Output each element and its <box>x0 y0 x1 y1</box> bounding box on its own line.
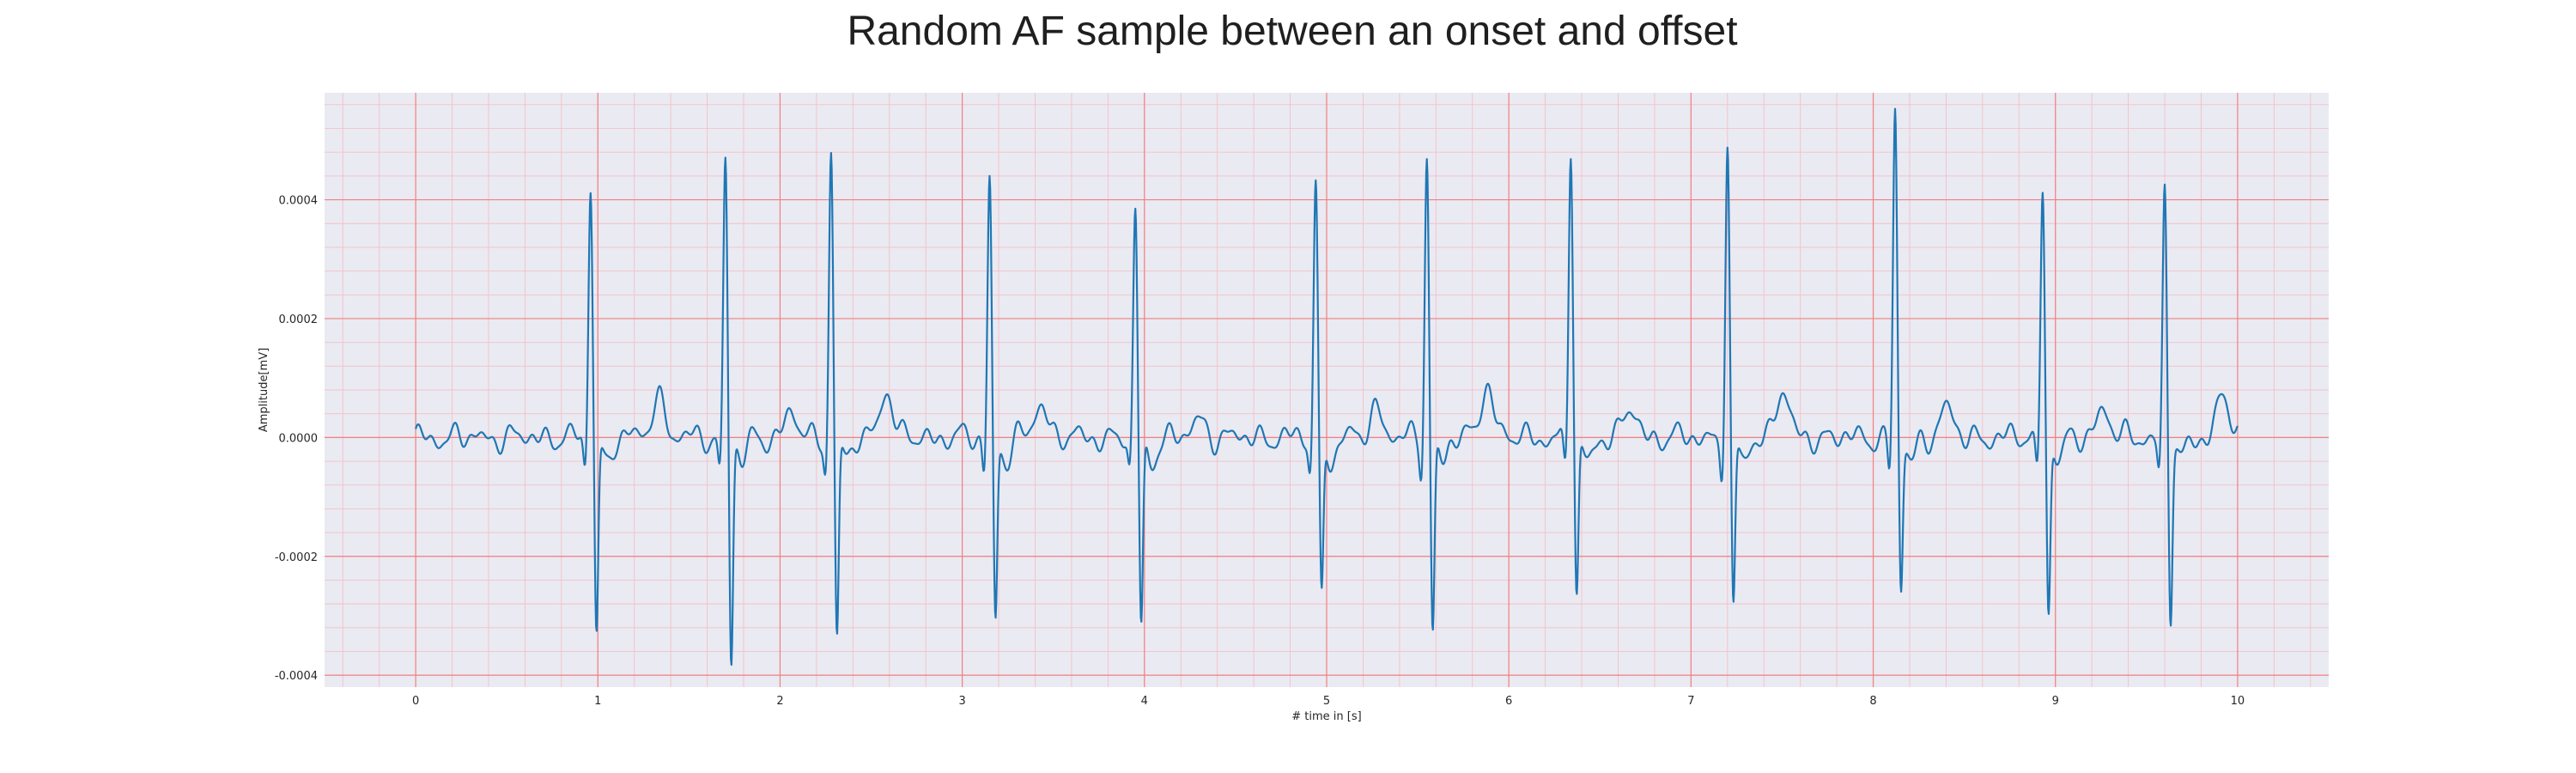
y-tick-label: 0.0004 <box>279 195 319 208</box>
x-tick-label: 0 <box>412 695 419 708</box>
x-axis-label: # time in [s] <box>1291 710 1361 723</box>
x-tick-label: 3 <box>958 695 965 708</box>
major-grid <box>325 93 2329 687</box>
x-tick-label: 6 <box>1505 695 1512 708</box>
x-tick-label: 7 <box>1687 695 1694 708</box>
x-tick-label: 10 <box>2231 695 2245 708</box>
y-tick-label: -0.0002 <box>275 551 318 564</box>
x-tick-label: 1 <box>594 695 601 708</box>
y-axis-label: Amplitude[mV] <box>258 348 270 432</box>
y-tick-label: 0.0000 <box>279 432 319 445</box>
x-tick-label: 2 <box>776 695 783 708</box>
x-tick-label: 9 <box>2052 695 2059 708</box>
y-tick-labels: -0.0004 -0.0002 0.0000 0.0002 0.0004 <box>275 195 318 684</box>
x-tick-label: 5 <box>1323 695 1330 708</box>
x-tick-labels: 0 1 2 3 4 5 6 7 8 9 10 <box>412 695 2245 708</box>
y-tick-label: 0.0002 <box>279 313 319 326</box>
x-tick-label: 4 <box>1141 695 1148 708</box>
ecg-signal-line <box>415 107 2239 666</box>
chart-title: Random AF sample between an onset and of… <box>847 9 1737 54</box>
plot-area <box>325 93 2329 687</box>
y-tick-label: -0.0004 <box>275 670 318 683</box>
x-tick-label: 8 <box>1869 695 1876 708</box>
